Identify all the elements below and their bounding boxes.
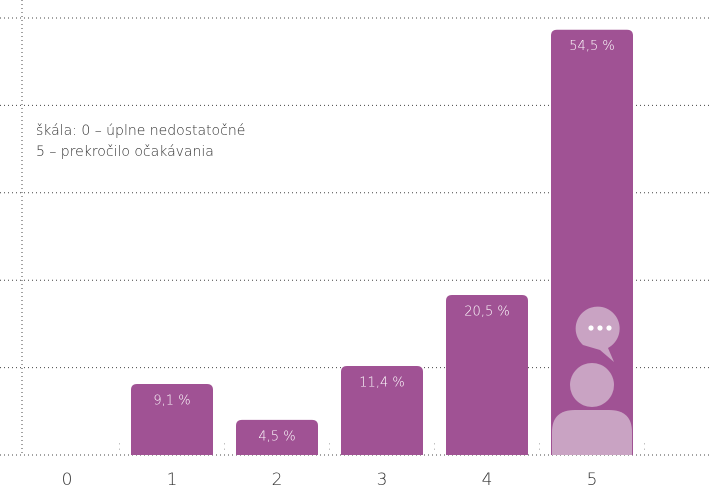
value-label: 9,1 % [153, 393, 190, 408]
x-tick-label: 3 [377, 470, 388, 490]
separator: : [432, 439, 436, 453]
value-label: 20,5 % [464, 305, 509, 320]
x-tick-label: 5 [587, 470, 598, 490]
separator: : [327, 439, 331, 453]
person-icon [552, 306, 632, 455]
value-label: 4,5 % [258, 429, 295, 444]
icon-dot [588, 325, 594, 331]
annotation: škála: 0 – úplne nedostatočné [36, 123, 245, 139]
x-tick-label: 2 [272, 470, 283, 490]
plot: 0 1: 9,1 % 2: 4,5 % 3: 11,4 % 4: 20,5 % 5: 54,5 %: [0, 17, 709, 490]
bar [131, 383, 213, 455]
x-tick-label: 4 [482, 470, 493, 490]
icon-body [552, 410, 632, 455]
icon-dot [606, 325, 612, 331]
bar [446, 295, 528, 455]
separator: : [537, 439, 541, 453]
bar [341, 366, 423, 455]
bar [551, 29, 633, 456]
value-label: 11,4 % [359, 376, 404, 391]
separator: : [642, 439, 646, 453]
icon-bubble [575, 306, 620, 362]
x-tick-label: 1 [167, 470, 178, 490]
separator: : [117, 439, 121, 453]
bar [236, 419, 318, 455]
icon-dot [597, 325, 603, 331]
icon-head [570, 363, 614, 407]
annotation: 5 – prekročilo očakávania [36, 144, 214, 160]
separator: : [222, 439, 226, 453]
value-label: 54,5 % [569, 39, 614, 54]
x-tick-label: 0 [62, 470, 73, 490]
